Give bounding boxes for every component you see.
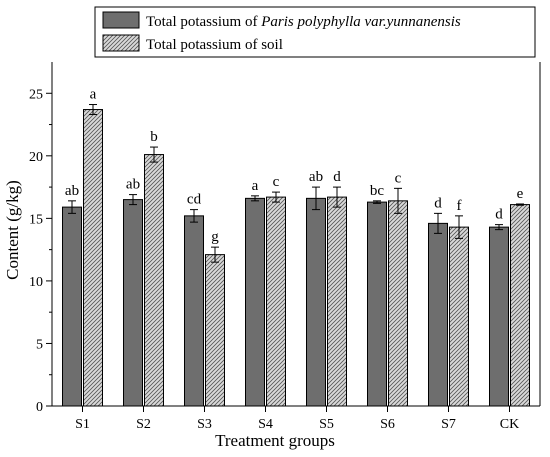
significance-label-series2-S2: b <box>150 129 158 145</box>
x-tick-label-S2: S2 <box>136 417 151 432</box>
x-axis-title: Treatment groups <box>215 431 335 450</box>
bar-series2-S7 <box>449 226 469 407</box>
bar-series2-S2 <box>144 154 164 407</box>
bar-series1-S7 <box>428 222 448 407</box>
bar-series1-S5 <box>306 197 326 407</box>
x-tick-label-S1: S1 <box>75 417 90 432</box>
significance-label-series1-S7: d <box>434 195 442 211</box>
significance-label-series2-S5: d <box>333 169 341 185</box>
bar-series1-S3 <box>184 215 204 407</box>
y-tick-label: 15 <box>29 212 43 227</box>
legend-entry-1: Total potassium of Paris polyphylla var.… <box>146 14 461 30</box>
significance-label-series2-S1: a <box>90 87 97 103</box>
x-tick-label-CK: CK <box>500 417 519 432</box>
y-tick-label: 25 <box>29 87 43 102</box>
bar-series2-CK <box>510 204 530 407</box>
bar-series1-S4 <box>245 197 265 407</box>
x-tick-label-S4: S4 <box>258 417 273 432</box>
y-tick-label: 0 <box>36 400 43 415</box>
significance-label-series2-S7: f <box>457 198 462 214</box>
significance-label-series1-S2: ab <box>126 177 140 193</box>
significance-label-series2-S3: g <box>211 229 219 245</box>
x-tick-label-S5: S5 <box>319 417 334 432</box>
significance-label-series2-S6: c <box>395 170 402 186</box>
bar-series2-S6 <box>388 200 408 407</box>
x-tick-label-S3: S3 <box>197 417 212 432</box>
x-tick-label-S6: S6 <box>380 417 395 432</box>
bar-series1-S6 <box>367 201 387 407</box>
bar-series2-S5 <box>327 196 347 407</box>
legend-swatch-series-2 <box>102 34 140 52</box>
significance-label-series1-S6: bc <box>370 183 385 199</box>
bar-series1-CK <box>489 226 509 407</box>
y-tick-label: 5 <box>36 337 43 352</box>
bar-series2-S3 <box>205 254 225 407</box>
significance-label-series1-S4: a <box>252 178 259 194</box>
significance-label-series1-S1: ab <box>65 183 79 199</box>
legend-entry-2: Total potassium of soil <box>146 37 283 53</box>
significance-label-series1-S5: ab <box>309 169 323 185</box>
y-axis-title: Content (g/kg) <box>3 180 22 280</box>
bar-series1-S2 <box>123 199 143 407</box>
x-tick-label-S7: S7 <box>441 417 456 432</box>
bar-series2-S4 <box>266 196 286 407</box>
y-tick-label: 20 <box>29 150 43 165</box>
bar-series2-S1 <box>83 109 103 407</box>
y-tick-label: 10 <box>29 275 43 290</box>
significance-label-series1-S3: cd <box>187 192 202 208</box>
significance-label-series2-CK: e <box>517 186 524 202</box>
legend-swatch-series-1 <box>102 11 140 29</box>
bar-series1-S1 <box>62 206 82 407</box>
legend: Total potassium of Paris polyphylla var.… <box>94 6 536 58</box>
significance-label-series1-CK: d <box>495 207 503 223</box>
significance-label-series2-S4: c <box>273 174 280 190</box>
